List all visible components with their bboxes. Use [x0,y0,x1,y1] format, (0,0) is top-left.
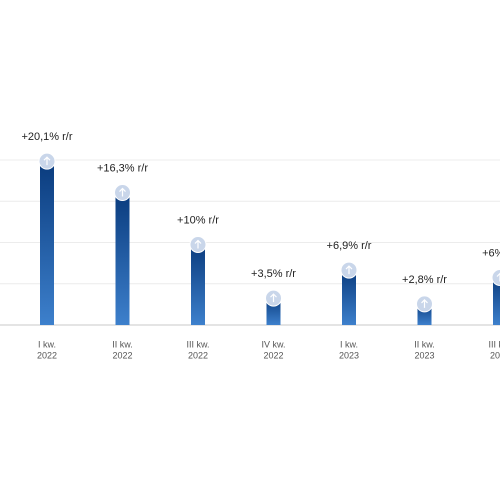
value-label: +2,8% r/r [402,274,447,286]
bar [40,159,54,325]
x-tick-label: III kw. [186,339,209,349]
x-tick-label: I kw. [340,339,358,349]
x-tick-label: 2022 [188,350,208,360]
x-tick-label: IV kw. [261,339,285,349]
value-label: +20,1% r/r [21,131,72,143]
value-label: +16,3% r/r [97,162,148,174]
value-label: +6% r/r [482,247,500,259]
bar-cap-icon [340,261,358,279]
bar [115,190,130,325]
bar [191,242,205,325]
bar-cap-icon [38,152,56,170]
x-tick-label: II kw. [112,339,133,349]
value-label: +3,5% r/r [251,268,296,280]
bar-cap-icon [114,184,131,202]
value-label: +10% r/r [177,214,219,226]
bar-cap-icon [189,236,207,253]
x-tick-label: III kw. [488,339,500,349]
bar [342,268,356,325]
x-tick-label: 2023 [414,350,434,360]
x-tick-label: 2022 [37,350,57,360]
x-tick-label: 2022 [112,350,132,360]
value-label: +6,9% r/r [327,240,372,252]
bar-cap-icon [491,269,500,286]
bar-cap-icon [265,289,282,307]
x-tick-label: 2022 [263,350,283,360]
x-tick-label: 2023 [490,350,500,360]
bar [493,275,500,325]
x-tick-label: I kw. [38,339,56,349]
x-tick-label: 2023 [339,350,359,360]
x-tick-label: II kw. [414,339,435,349]
bar-cap-icon [416,295,433,313]
